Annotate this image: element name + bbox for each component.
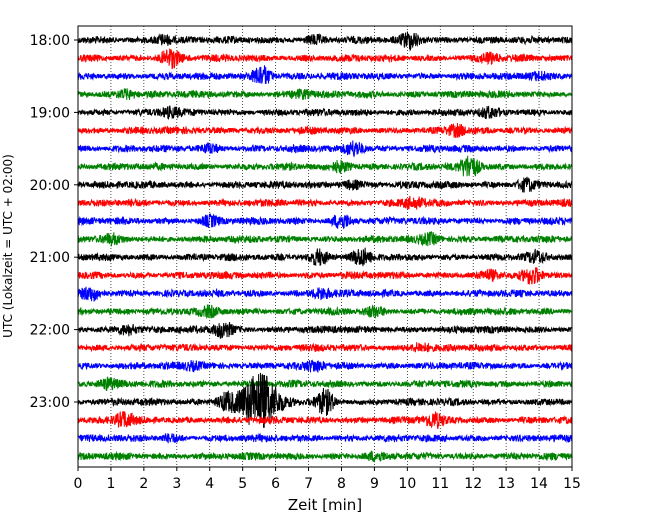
trace-row [77, 195, 573, 210]
x-axis-label: Zeit [min] [288, 496, 362, 514]
x-tick-label: 0 [74, 476, 83, 492]
x-tick-label: 12 [464, 476, 482, 492]
plot-area [78, 26, 572, 467]
trace-row [77, 376, 573, 391]
trace-row [77, 304, 573, 320]
trace-row [77, 105, 573, 120]
trace-row [77, 322, 573, 339]
trace-row [77, 31, 573, 52]
x-tick-label: 9 [370, 476, 379, 492]
y-tick-label: 20:00 [30, 178, 70, 194]
plot-frame [77, 25, 573, 468]
trace-row [77, 450, 573, 463]
x-tick-label: 1 [106, 476, 115, 492]
y-axis-label: UTC (Lokalzeit = UTC + 02:00) [1, 154, 15, 338]
trace-row [77, 372, 573, 428]
y-tick-label: 18:00 [30, 33, 70, 49]
x-tick-label: 2 [139, 476, 148, 492]
trace-row [77, 87, 573, 101]
x-tick-label: 10 [398, 476, 416, 492]
x-tick-label: 6 [271, 476, 280, 492]
trace-row [77, 48, 573, 69]
y-axis-ticks: 18:00 19:00 20:00 21:00 22:00 23:00 [30, 33, 78, 411]
x-tick-label: 15 [563, 476, 581, 492]
trace-row [77, 65, 573, 84]
trace-row [77, 411, 573, 429]
trace-row [77, 176, 573, 193]
trace-row [77, 286, 573, 302]
trace-row [77, 155, 573, 177]
y-tick-label: 23:00 [30, 395, 70, 411]
trace-row [77, 140, 573, 158]
trace-row [77, 359, 573, 373]
y-tick-label: 22:00 [30, 323, 70, 339]
x-tick-label: 11 [431, 476, 449, 492]
trace-row [77, 342, 573, 353]
trace-row [77, 247, 573, 267]
trace-row [77, 432, 573, 444]
x-tick-label: 7 [304, 476, 313, 492]
x-tick-label: 5 [238, 476, 247, 492]
x-tick-label: 13 [497, 476, 515, 492]
seismogram-traces [77, 31, 573, 463]
x-tick-label: 14 [530, 476, 548, 492]
trace-row [77, 212, 573, 230]
x-tick-label: 3 [172, 476, 181, 492]
x-tick-label: 4 [205, 476, 214, 492]
y-tick-label: 19:00 [30, 105, 70, 121]
y-tick-label: 21:00 [30, 250, 70, 266]
x-axis-ticks: 0 1 2 3 4 5 6 7 8 9 10 11 12 13 14 15 [74, 467, 581, 492]
trace-row [77, 231, 573, 247]
trace-row [77, 123, 573, 138]
trace-row [77, 266, 573, 285]
x-tick-label: 8 [337, 476, 346, 492]
